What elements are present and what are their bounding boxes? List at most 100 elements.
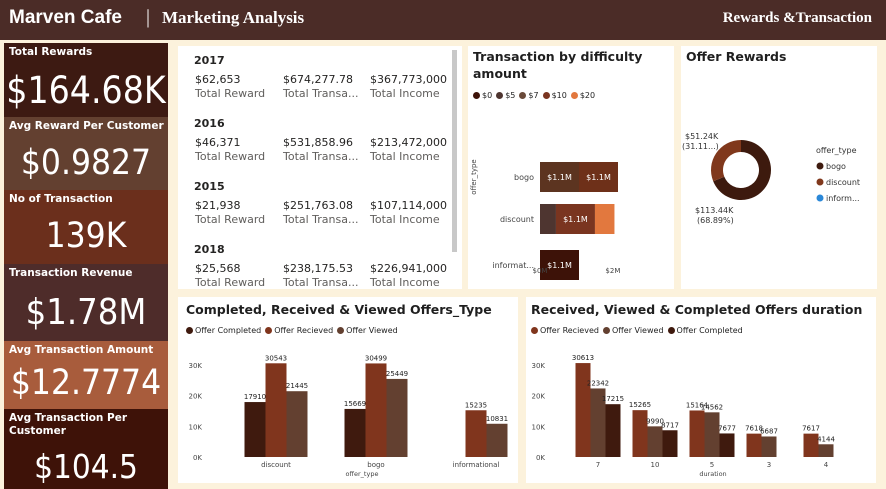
kpi-value: $0.9827 xyxy=(20,143,152,183)
bar xyxy=(719,433,735,457)
legend-label: Offer Recieved xyxy=(274,326,334,335)
data-label: 7617 xyxy=(802,425,820,433)
data-label: 15669 xyxy=(344,400,366,408)
legend-label: $20 xyxy=(579,91,596,100)
bar xyxy=(244,402,266,457)
legend-item[interactable]: Offer Viewed xyxy=(337,326,398,335)
cell-value: $213,472,000 xyxy=(370,136,447,149)
bar-segment xyxy=(540,250,579,280)
x-tick-label: 7 xyxy=(596,461,600,469)
data-label: 4144 xyxy=(817,435,835,443)
data-label: $1.1M xyxy=(547,173,572,182)
offers-duration-chart-svg: 0K 10K 20K 30K 30613 22342 17215 7 15265 99908717… xyxy=(532,354,836,478)
x-tick-label: informational xyxy=(453,461,500,469)
data-label: 21445 xyxy=(286,382,308,390)
bar xyxy=(689,410,705,457)
legend-item[interactable]: $7 xyxy=(519,91,539,100)
x-tick-label: discount xyxy=(261,461,291,469)
legend-marker xyxy=(186,327,193,334)
kpi-value: $164.68K xyxy=(6,69,166,112)
bar xyxy=(265,363,287,457)
cell-caption: Total Income xyxy=(370,213,440,226)
data-label: 30613 xyxy=(572,354,594,362)
year-table[interactable]: 2017 $62,653 Total Reward $674,277.78 Total … xyxy=(186,50,448,288)
bar-segment xyxy=(579,162,618,192)
bar xyxy=(605,404,621,457)
x-axis-label: offer_type xyxy=(346,470,379,478)
legend-label: inform... xyxy=(826,194,860,203)
kpi-transaction-revenue: Transaction Revenue $1.78M xyxy=(4,264,168,341)
legend-marker xyxy=(531,327,538,334)
legend-marker xyxy=(496,92,504,99)
category-label: bogo xyxy=(514,173,534,182)
legend-label: $5 xyxy=(505,91,516,100)
data-label: 25449 xyxy=(386,370,408,378)
transaction-difficulty-panel: Transaction by difficulty amount $0 $5 $7 $… xyxy=(468,46,674,289)
scrollbar[interactable] xyxy=(452,50,457,252)
kpi-label: Avg Transaction Amount xyxy=(9,344,154,356)
donut-slice xyxy=(713,140,771,200)
kpi-value: $12.7774 xyxy=(10,363,162,403)
legend-marker xyxy=(602,327,610,334)
x-tick-label: 3 xyxy=(767,461,771,469)
bar xyxy=(575,363,591,457)
year-row: 2017 $62,653 Total Reward $674,277.78 Total … xyxy=(186,50,448,113)
data-label: 7677 xyxy=(718,424,736,432)
legend-marker xyxy=(473,92,480,99)
cell-caption: Total Income xyxy=(370,150,440,163)
data-label: 15235 xyxy=(465,401,487,409)
legend-label: Offer Viewed xyxy=(611,326,664,335)
bar xyxy=(746,433,762,457)
data-label: 6687 xyxy=(760,427,778,435)
legend-item[interactable]: Offer Viewed xyxy=(602,326,664,335)
year-label: 2015 xyxy=(194,180,225,193)
cell-value: $25,568 xyxy=(195,262,241,275)
kpi-label: Total Rewards xyxy=(9,46,93,58)
legend-title: offer_type xyxy=(816,146,857,155)
cell-value: $107,114,000 xyxy=(370,199,447,212)
slice-pct-label: (31.11...) xyxy=(682,142,719,151)
legend-label: bogo xyxy=(826,162,846,171)
kpi-value: $104.5 xyxy=(34,447,138,486)
legend-marker xyxy=(265,327,273,334)
bar xyxy=(365,363,387,457)
legend-item[interactable]: Offer Recieved xyxy=(265,326,333,335)
bar xyxy=(386,378,408,457)
legend-item[interactable]: $20 xyxy=(570,91,596,100)
cell-value: $251,763.08 xyxy=(283,199,353,212)
y-tick-label: 10K xyxy=(532,423,546,431)
data-label: 8717 xyxy=(661,421,679,429)
y-tick-label: 20K xyxy=(189,393,203,401)
legend-item[interactable]: Offer Completed xyxy=(667,326,743,335)
kpi-value: 139K xyxy=(45,216,127,256)
legend-label: Offer Recieved xyxy=(540,326,599,335)
cell-caption: Total Reward xyxy=(195,87,266,100)
bar xyxy=(632,410,648,457)
year-label: 2016 xyxy=(194,117,225,130)
data-label: 14562 xyxy=(701,403,723,411)
legend-item[interactable]: Offer Recieved xyxy=(531,326,599,335)
cell-value: $21,938 xyxy=(195,199,241,212)
year-table-panel xyxy=(178,46,462,289)
cell-value: $531,858.96 xyxy=(283,136,353,149)
legend-marker xyxy=(816,178,824,186)
top-header: Marven Cafe | Marketing Analysis Rewards… xyxy=(0,0,886,40)
legend-item[interactable]: Offer Completed xyxy=(186,326,261,335)
data-label: 17215 xyxy=(602,395,624,403)
category-label: informat... xyxy=(492,261,534,270)
data-label: 17910 xyxy=(244,393,266,401)
legend-item[interactable]: $0 xyxy=(473,91,492,100)
brand-title: Marven Cafe xyxy=(9,7,122,28)
bar xyxy=(704,412,720,457)
kpi-value: $1.78M xyxy=(25,292,147,333)
legend-marker xyxy=(816,162,824,170)
x-tick-label: bogo xyxy=(367,461,384,469)
bar xyxy=(465,410,487,457)
legend-item[interactable]: $5 xyxy=(496,91,515,100)
legend-marker xyxy=(337,327,345,334)
title-separator: | xyxy=(146,6,151,28)
legend-item[interactable]: $10 xyxy=(542,91,567,100)
bar xyxy=(818,444,834,457)
x-tick-label: 4 xyxy=(824,461,829,469)
data-label: 10831 xyxy=(486,415,508,423)
